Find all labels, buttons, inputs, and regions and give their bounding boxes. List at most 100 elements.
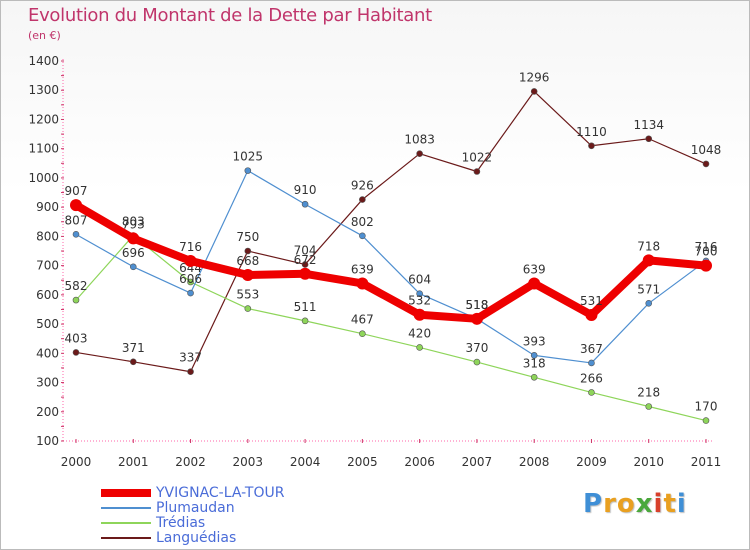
data-label: 716 bbox=[179, 240, 202, 254]
x-tick-label: 2008 bbox=[519, 455, 550, 469]
data-label: 318 bbox=[523, 356, 546, 370]
data-label: 910 bbox=[294, 183, 317, 197]
data-point bbox=[187, 368, 194, 376]
data-point bbox=[645, 135, 653, 143]
series-line bbox=[75, 170, 707, 364]
data-point bbox=[530, 352, 538, 359]
data-label: 393 bbox=[523, 334, 546, 348]
y-tick-label: 1400 bbox=[28, 54, 59, 68]
data-point bbox=[72, 349, 80, 356]
data-label: 716 bbox=[695, 240, 718, 254]
data-label: 606 bbox=[179, 272, 202, 286]
data-label: 639 bbox=[523, 262, 546, 276]
data-point bbox=[359, 232, 366, 240]
data-label: 718 bbox=[637, 239, 660, 253]
x-tick-label: 2010 bbox=[633, 455, 664, 469]
data-point bbox=[530, 373, 538, 381]
data-point bbox=[127, 232, 140, 245]
data-point bbox=[530, 88, 538, 95]
y-tick-label: 100 bbox=[36, 434, 59, 448]
data-label: 532 bbox=[408, 294, 431, 308]
y-tick-label: 900 bbox=[36, 200, 59, 214]
data-point bbox=[470, 312, 483, 325]
data-label: 403 bbox=[65, 331, 88, 345]
data-point bbox=[301, 261, 309, 268]
data-label: 371 bbox=[122, 341, 145, 355]
data-point bbox=[187, 289, 194, 297]
x-tick-label: 2003 bbox=[233, 455, 264, 469]
chart-title: Evolution du Montant de la Dette par Hab… bbox=[28, 5, 432, 26]
data-label: 571 bbox=[637, 282, 660, 296]
logo-letter: r bbox=[603, 489, 617, 519]
data-label: 370 bbox=[465, 341, 488, 355]
data-point bbox=[244, 305, 252, 312]
data-point bbox=[184, 254, 197, 267]
x-tick-label: 2002 bbox=[175, 455, 206, 469]
logo-letter: t bbox=[663, 489, 677, 519]
data-point bbox=[585, 309, 598, 322]
y-tick-label: 1100 bbox=[28, 142, 59, 156]
data-label: 793 bbox=[122, 217, 145, 231]
data-point bbox=[70, 199, 82, 212]
data-label: 802 bbox=[351, 215, 374, 229]
data-point bbox=[416, 344, 423, 351]
data-point bbox=[645, 403, 653, 410]
data-label: 420 bbox=[408, 326, 431, 340]
data-point bbox=[299, 267, 312, 280]
data-label: 511 bbox=[294, 300, 317, 314]
series-line bbox=[75, 234, 707, 422]
logo-letter: i bbox=[676, 489, 687, 519]
legend-swatch bbox=[101, 537, 151, 539]
y-tick-label: 1300 bbox=[28, 83, 59, 97]
data-label: 803 bbox=[122, 215, 145, 229]
legend-label: Plumaudan bbox=[156, 500, 235, 516]
legend-label: YVIGNAC-LA-TOUR bbox=[156, 485, 285, 501]
y-tick-label: 500 bbox=[36, 317, 59, 331]
data-point bbox=[588, 142, 595, 150]
data-point bbox=[702, 160, 710, 168]
x-tick-label: 2000 bbox=[61, 455, 92, 469]
data-label: 668 bbox=[236, 254, 259, 268]
x-tick-label: 2001 bbox=[118, 455, 149, 469]
data-point bbox=[413, 308, 426, 321]
data-label: 367 bbox=[580, 342, 603, 356]
y-tick-label: 400 bbox=[36, 346, 59, 360]
data-label: 518 bbox=[465, 298, 488, 312]
data-point bbox=[528, 277, 541, 290]
x-tick-label: 2004 bbox=[290, 455, 321, 469]
data-label: 170 bbox=[695, 400, 718, 414]
data-point bbox=[241, 268, 254, 281]
data-point bbox=[129, 358, 137, 366]
data-point bbox=[129, 263, 137, 271]
data-label: 696 bbox=[122, 246, 145, 260]
y-tick-label: 800 bbox=[36, 229, 59, 243]
y-tick-label: 200 bbox=[36, 405, 59, 419]
data-label: 582 bbox=[65, 279, 88, 293]
logo-letter: o bbox=[616, 489, 636, 519]
data-label: 750 bbox=[236, 230, 259, 244]
data-label: 672 bbox=[294, 253, 317, 267]
y-tick-label: 1200 bbox=[28, 112, 59, 126]
data-label: 639 bbox=[351, 262, 374, 276]
logo-letter: x bbox=[635, 489, 654, 519]
legend-swatch bbox=[101, 489, 151, 497]
data-point bbox=[588, 359, 595, 367]
legend-swatch bbox=[101, 507, 151, 509]
data-point bbox=[356, 277, 369, 290]
logo-letter: P bbox=[583, 489, 604, 519]
data-point bbox=[187, 278, 194, 286]
data-point bbox=[700, 259, 712, 272]
legend-label: Languédias bbox=[156, 530, 237, 546]
data-label: 807 bbox=[65, 213, 88, 227]
data-point bbox=[473, 358, 481, 366]
data-label: 1048 bbox=[691, 143, 722, 157]
legend-label: Trédias bbox=[156, 515, 206, 531]
data-label: 1110 bbox=[576, 125, 607, 139]
data-label: 1083 bbox=[404, 133, 435, 147]
data-label: 704 bbox=[294, 243, 317, 257]
data-point bbox=[244, 247, 252, 255]
data-point bbox=[301, 317, 309, 325]
y-tick-label: 1000 bbox=[28, 171, 59, 185]
data-label: 1025 bbox=[233, 150, 264, 164]
data-point bbox=[702, 417, 710, 424]
